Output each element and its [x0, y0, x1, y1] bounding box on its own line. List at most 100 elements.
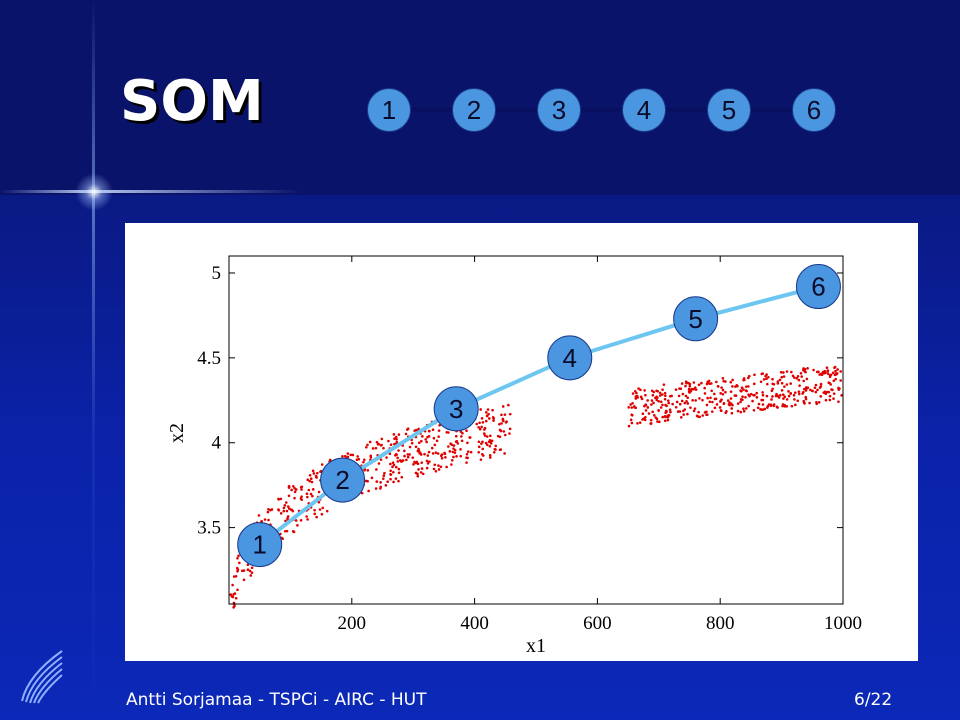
decor-horizontal-line	[0, 190, 300, 193]
data-point	[791, 374, 795, 378]
data-point	[450, 443, 454, 447]
data-point	[391, 465, 394, 469]
data-point	[498, 448, 502, 452]
data-point	[804, 397, 808, 401]
x-tick-label: 200	[338, 613, 367, 634]
data-point	[692, 381, 696, 384]
data-point	[689, 406, 692, 409]
data-point	[684, 394, 688, 398]
data-point	[627, 424, 631, 428]
step-3[interactable]: 3	[537, 88, 581, 132]
data-point	[742, 409, 746, 413]
data-point	[663, 419, 667, 423]
data-point	[761, 393, 765, 397]
data-point	[379, 458, 383, 461]
data-point	[681, 392, 685, 396]
data-point	[428, 460, 431, 463]
data-point	[356, 455, 359, 458]
data-point	[292, 484, 295, 488]
data-point	[386, 480, 389, 484]
data-point	[397, 433, 401, 436]
step-1[interactable]: 1	[367, 88, 411, 132]
data-point	[257, 514, 261, 517]
data-point	[653, 414, 656, 417]
data-point	[669, 410, 672, 414]
data-point	[249, 574, 253, 577]
data-point	[488, 444, 492, 448]
slide-title: SOM	[120, 69, 264, 134]
data-point	[468, 436, 471, 439]
data-point	[659, 400, 663, 404]
data-point	[477, 450, 481, 454]
data-point	[428, 429, 431, 433]
som-node-circle	[433, 386, 479, 432]
data-point	[389, 477, 392, 481]
data-point	[638, 421, 642, 424]
data-point	[792, 393, 796, 397]
data-point	[389, 443, 393, 447]
data-point	[797, 390, 801, 393]
step-4[interactable]: 4	[622, 88, 666, 132]
data-point	[397, 467, 401, 471]
data-point	[759, 380, 763, 384]
data-point	[709, 396, 712, 400]
step-6[interactable]: 6	[792, 88, 836, 132]
data-point	[405, 458, 408, 462]
data-point	[486, 408, 490, 411]
data-point	[408, 453, 411, 456]
data-point	[417, 441, 421, 445]
data-point	[819, 395, 823, 398]
x-tick-label: 1000	[824, 613, 862, 634]
data-point	[779, 393, 782, 397]
data-point	[761, 391, 764, 394]
data-point	[494, 448, 497, 451]
data-point	[834, 369, 837, 373]
data-point	[389, 462, 392, 466]
data-point	[397, 449, 400, 452]
data-point	[320, 512, 324, 516]
data-point	[287, 494, 291, 498]
data-point	[629, 403, 632, 406]
data-point	[412, 463, 415, 466]
step-5[interactable]: 5	[707, 88, 751, 132]
data-point	[279, 512, 283, 515]
data-point	[668, 408, 672, 412]
data-point	[423, 452, 426, 456]
data-point	[706, 396, 709, 400]
axis-ticks: 200 400 600 800 1000 3.5 4 4.5 5	[197, 256, 862, 634]
data-point	[641, 412, 645, 415]
data-point	[367, 489, 370, 493]
data-point	[762, 378, 766, 381]
data-point	[477, 440, 481, 444]
data-point	[494, 444, 498, 448]
data-point	[300, 485, 304, 489]
data-point	[242, 578, 246, 582]
data-point	[440, 456, 444, 460]
data-point	[419, 471, 423, 474]
data-point	[684, 384, 687, 388]
data-point	[722, 402, 726, 406]
data-point	[698, 415, 701, 419]
data-point	[246, 568, 250, 572]
som-node-label: 5	[688, 304, 702, 334]
data-point	[416, 472, 419, 476]
data-point	[671, 402, 674, 406]
data-point	[250, 566, 254, 570]
data-point	[739, 398, 743, 401]
data-point	[456, 442, 460, 445]
data-point	[492, 451, 496, 454]
data-point	[396, 460, 400, 463]
data-point	[492, 419, 495, 422]
data-point	[270, 508, 274, 511]
data-point	[724, 390, 727, 394]
data-point	[686, 402, 690, 405]
decor-vertical-line	[92, 0, 95, 720]
data-point	[478, 427, 482, 431]
data-point	[284, 501, 288, 504]
data-point	[678, 410, 682, 413]
data-point	[266, 510, 270, 514]
data-point	[503, 413, 507, 416]
data-point	[748, 394, 751, 398]
step-2[interactable]: 2	[452, 88, 496, 132]
data-point	[401, 459, 404, 463]
